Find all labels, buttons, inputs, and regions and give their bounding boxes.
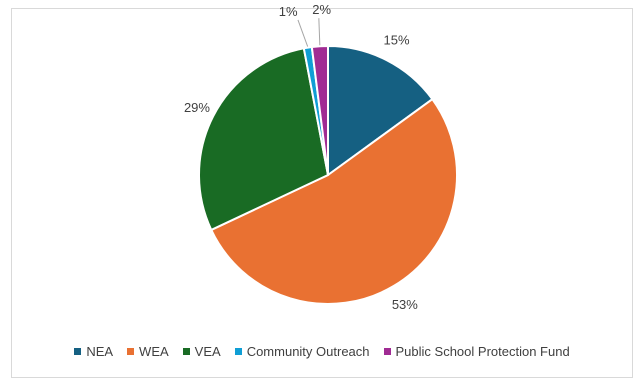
- data-label-community-outreach: 1%: [279, 4, 298, 19]
- legend-label-community-outreach: Community Outreach: [246, 344, 370, 359]
- legend-item-nea: NEA: [74, 344, 113, 359]
- legend-item-community-outreach: Community Outreach: [234, 344, 370, 359]
- legend-swatch-vea: [182, 348, 190, 355]
- data-label-public-school-protection-fund: 2%: [312, 2, 331, 17]
- legend: NEA WEA VEA Community Outreach Public Sc…: [0, 344, 644, 359]
- data-label-vea: 29%: [184, 100, 210, 115]
- pie-slice-wea: [209, 97, 458, 305]
- legend-item-wea: WEA: [127, 344, 169, 359]
- legend-item-vea: VEA: [182, 344, 221, 359]
- pie-slice-public-school-protection-fund: [310, 44, 329, 176]
- leader-line-community-outreach: [297, 19, 309, 47]
- legend-item-public-school-protection-fund: Public School Protection Fund: [383, 344, 570, 359]
- legend-swatch-wea: [127, 348, 135, 355]
- legend-label-public-school-protection-fund: Public School Protection Fund: [395, 344, 570, 359]
- legend-label-vea: VEA: [194, 344, 221, 359]
- pie-slice-nea: [327, 44, 434, 177]
- legend-swatch-nea: [74, 348, 82, 355]
- data-label-wea: 53%: [392, 297, 418, 312]
- legend-swatch-public-school-protection-fund: [383, 348, 391, 355]
- data-label-nea: 15%: [384, 33, 410, 48]
- leader-line-public-school-protection-fund: [318, 18, 321, 46]
- legend-label-wea: WEA: [139, 344, 169, 359]
- pie-slice-vea: [198, 47, 330, 232]
- legend-swatch-community-outreach: [234, 348, 242, 355]
- legend-label-nea: NEA: [86, 344, 114, 359]
